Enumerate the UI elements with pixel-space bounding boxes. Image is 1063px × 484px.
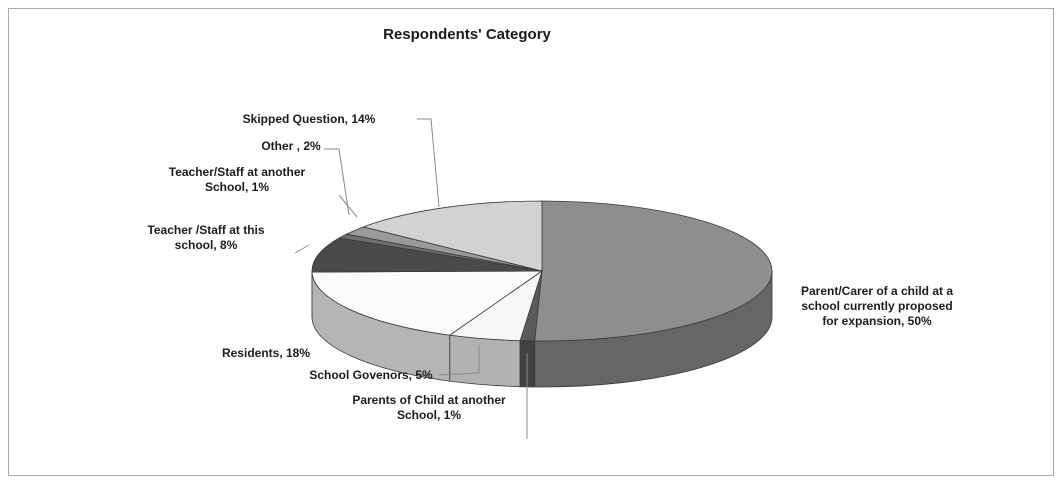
slice-label-residents: Residents, 18% [222, 346, 310, 360]
slice-label-skipped_question: Skipped Question, 14% [243, 112, 376, 126]
slice-label-teacher_this_school: Teacher /Staff at this school, 8% [147, 223, 264, 252]
slice-label-other: Other , 2% [261, 139, 321, 153]
pie-slice-skipped_question [362, 200, 543, 272]
pie-slice-residents [311, 270, 544, 336]
pie-chart: Respondents' Category Parent/Carer of a … [147, 26, 953, 439]
label-layer: Parent/Carer of a child at a school curre… [147, 112, 953, 439]
slice-label-parents_other_school: Parents of Child at another School, 1% [352, 393, 506, 422]
slice-label-parent_carer: Parent/Carer of a child at a school curre… [801, 284, 953, 328]
pie-slice-parent_carer [534, 200, 773, 342]
leader-line-skipped_question [417, 118, 440, 208]
chart-title: Respondents' Category [383, 26, 551, 43]
leader-line-teacher_this_school [294, 244, 310, 254]
leader-line-other [324, 148, 350, 216]
leader-line-school_governors [438, 345, 480, 376]
slice-label-teacher_another_school: Teacher/Staff at another School, 1% [169, 165, 306, 194]
chart-frame: Respondents' Category Parent/Carer of a … [8, 8, 1054, 476]
pie-side-school_governors [449, 334, 521, 388]
pie-slice-teacher_this_school [311, 237, 543, 273]
slice-label-school_governors: School Govenors, 5% [309, 368, 433, 382]
pie-layer [311, 200, 773, 388]
